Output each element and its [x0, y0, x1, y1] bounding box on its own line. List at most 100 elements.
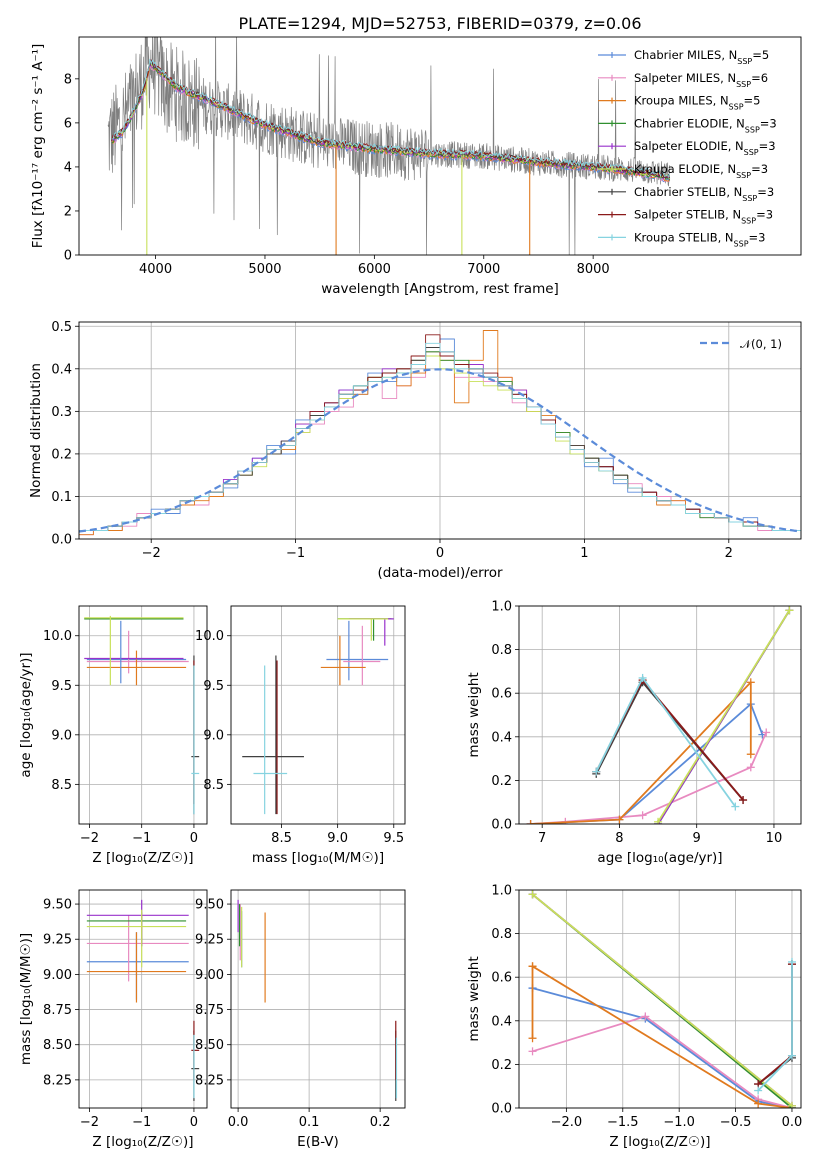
y-tick-label: 8.5 — [203, 778, 224, 793]
y-tick-label: 0.0 — [51, 533, 72, 548]
x-tick-label: 9.0 — [327, 831, 348, 846]
x-tick-label: 2 — [725, 546, 733, 561]
spectrum-plot-area — [107, 37, 671, 255]
mass_vs_EBV-panel: 0.0 0.1 0.2 8.25 8.50 8.75 9.00 9.25 9.50 E(B-V) — [195, 889, 406, 1150]
mass-weight-line — [595, 679, 744, 801]
x-axis-label: mass [log₁₀(M/M☉)] — [252, 850, 384, 866]
mass-weight-line — [532, 987, 793, 1108]
y-tick-label: 10.0 — [43, 629, 72, 644]
mass-weight-line — [532, 1015, 793, 1108]
x-tick-label: 10 — [766, 831, 783, 846]
mass_vs_Z-plot-area — [86, 899, 200, 1101]
x-tick-label: 6000 — [358, 262, 391, 277]
y-tick-label: 0.8 — [491, 643, 512, 658]
y-tick-label: 2 — [64, 204, 72, 219]
y-tick-label: 4 — [64, 160, 72, 175]
x-tick-label: 7000 — [467, 262, 500, 277]
y-tick-label: 0.2 — [51, 447, 72, 462]
y-tick-label: 6 — [64, 116, 72, 131]
x-axis-label: Z [log₁₀(Z/Z☉)] — [609, 1134, 710, 1150]
x-tick-label: 0.2 — [370, 1115, 391, 1130]
y-tick-label: 0.0 — [491, 818, 512, 833]
y-axis-label: age [log₁₀(age/yr)] — [18, 652, 34, 777]
y-tick-label: 9.5 — [51, 679, 72, 694]
y-tick-label: 9.25 — [43, 933, 72, 948]
mass-weight-line — [530, 703, 764, 824]
x-tick-label: 8.5 — [271, 831, 292, 846]
legend-label: Chabrier MILES, NSSP=5 — [634, 48, 769, 66]
y-tick-label: 8.75 — [43, 1003, 72, 1018]
y-tick-label: 10.0 — [195, 629, 224, 644]
x-tick-label: 9 — [693, 831, 701, 846]
y-tick-label: 8.5 — [51, 778, 72, 793]
y-tick-label: 0 — [64, 249, 72, 264]
y-tick-label: 0.5 — [51, 320, 72, 335]
x-tick-label: 0 — [190, 1115, 198, 1130]
x-tick-label: 0.0 — [228, 1115, 249, 1130]
y-tick-label: 9.25 — [195, 933, 224, 948]
y-tick-label: 9.50 — [195, 898, 224, 913]
mass-weight-line — [657, 609, 791, 823]
spectrum-legend: Chabrier MILES, NSSP=5 Salpeter MILES, NS… — [598, 48, 777, 248]
y-tick-label: 0.4 — [491, 1014, 512, 1029]
x-axis-label: age [log₁₀(age/yr)] — [597, 850, 722, 866]
massweight_vs_age-panel: 7 8 9 10 0.0 0.2 0.4 0.6 0.8 1.0 age [log₁₀(age/yr… — [466, 600, 802, 866]
age_vs_Z-grid — [79, 606, 207, 824]
y-tick-label: 8.25 — [195, 1073, 224, 1088]
x-tick-label: −1 — [132, 1115, 151, 1130]
y-tick-label: 9.00 — [43, 968, 72, 983]
y-tick-label: 0.2 — [491, 1058, 512, 1073]
y-tick-label: 1.0 — [491, 600, 512, 615]
axes-frame — [518, 889, 802, 1109]
age_vs_Z-panel: −2 −1 0 8.5 9.0 9.5 10.0 Z [log₁₀(Z/Z☉)] age [lo… — [18, 605, 208, 866]
y-tick-label: 9.50 — [43, 898, 72, 913]
spectrum-panel: 4000 5000 6000 7000 8000 0 2 4 6 8 wavelength [Ang… — [30, 36, 802, 297]
legend-label: 𝒩(0, 1) — [740, 337, 782, 351]
massweight_vs_age-grid — [519, 605, 801, 825]
y-tick-label: 8 — [64, 72, 72, 87]
mass-weight-line — [595, 677, 737, 808]
y-tick-label: 0.0 — [491, 1102, 512, 1117]
residuals-legend: 𝒩(0, 1) — [700, 337, 782, 351]
axes-frame — [230, 605, 406, 825]
massweight_vs_Z-plot-area — [528, 890, 796, 1108]
y-tick-label: 9.5 — [203, 679, 224, 694]
mass_vs_Z-grid — [79, 890, 207, 1108]
legend-label: Kroupa MILES, NSSP=5 — [634, 94, 760, 112]
y-tick-label: 8.50 — [43, 1038, 72, 1053]
y-tick-label: 0.4 — [491, 730, 512, 745]
axes-frame — [518, 605, 802, 825]
y-axis-label: Normed distribution — [28, 363, 44, 498]
y-tick-label: 0.6 — [491, 687, 512, 702]
figure-title: PLATE=1294, MJD=52753, FIBERID=0379, z=0… — [238, 14, 641, 33]
axes-frame — [78, 605, 208, 825]
x-tick-label: 8000 — [577, 262, 610, 277]
age_vs_mass-grid — [231, 606, 405, 824]
x-tick-label: −2 — [80, 831, 99, 846]
y-tick-label: 1.0 — [491, 884, 512, 899]
legend-label: Kroupa STELIB, NSSP=3 — [634, 230, 765, 248]
mass-weight-line — [757, 964, 793, 1085]
x-tick-label: −2.0 — [551, 1115, 583, 1130]
y-axis-label: mass weight — [466, 672, 482, 757]
x-tick-label: −1 — [286, 546, 305, 561]
y-tick-label: 8.25 — [43, 1073, 72, 1088]
mass_vs_Z-panel: −2 −1 0 8.25 8.50 8.75 9.00 9.25 9.50 Z [log₁₀(Z/… — [18, 889, 208, 1150]
legend-label: Chabrier STELIB, NSSP=3 — [634, 185, 774, 203]
model-spectrum-line — [111, 65, 671, 183]
x-axis-label: E(B-V) — [297, 1134, 339, 1150]
residuals-plot-area — [79, 330, 801, 539]
x-axis-label: (data-model)/error — [377, 565, 503, 581]
x-axis-label: Z [log₁₀(Z/Z☉)] — [92, 1134, 193, 1150]
x-axis-label: Z [log₁₀(Z/Z☉)] — [92, 850, 193, 866]
legend-label: Salpeter MILES, NSSP=6 — [634, 71, 768, 89]
x-tick-label: 5000 — [248, 262, 281, 277]
mass_vs_EBV-grid — [231, 890, 405, 1108]
x-tick-label: 7 — [538, 831, 546, 846]
y-tick-label: 9.0 — [203, 728, 224, 743]
x-tick-label: 1 — [580, 546, 588, 561]
legend-label: Chabrier ELODIE, NSSP=3 — [634, 116, 777, 133]
x-tick-label: −1.0 — [663, 1115, 695, 1130]
mass-weight-line — [531, 965, 793, 1108]
